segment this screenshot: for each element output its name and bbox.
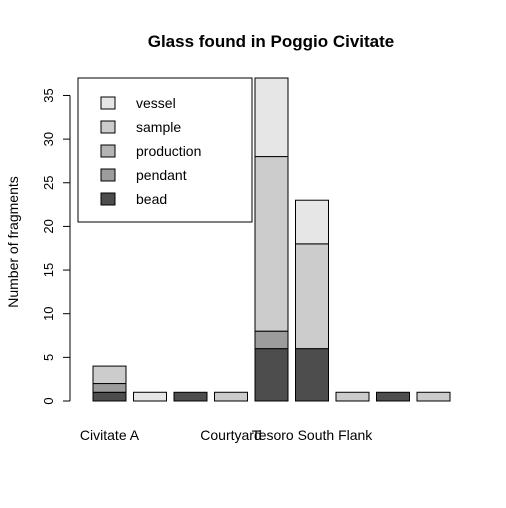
chart-title: Glass found in Poggio Civitate [148, 32, 395, 51]
legend-label-sample: sample [136, 119, 181, 135]
legend: vessel sample production pendant bead [77, 77, 253, 223]
bar-segment-sample [295, 243, 329, 350]
bar-segment-vessel [295, 199, 329, 245]
y-axis: 0 5 10 15 20 25 30 35 [41, 88, 71, 405]
bar-segment-sample [335, 391, 370, 402]
legend-label-vessel: vessel [136, 95, 176, 111]
bar-segment-vessel [133, 391, 167, 402]
y-axis-label: Number of fragments [5, 176, 21, 308]
legend-swatch-bead [100, 192, 116, 206]
bar-segment-pendant [254, 330, 289, 350]
bar-segment-vessel [254, 77, 289, 158]
bar-segment-sample [214, 391, 248, 402]
bar-stacks [92, 77, 451, 402]
y-tick-label: 15 [41, 263, 56, 277]
bar-segment-sample [254, 156, 289, 332]
y-tick-label: 10 [41, 306, 56, 320]
legend-swatch-pendant [100, 168, 116, 182]
y-tick-label: 30 [41, 132, 56, 146]
bar-segment-sample [92, 365, 127, 385]
legend-label-production: production [136, 143, 201, 159]
legend-swatch-production [100, 144, 116, 158]
y-tick-label: 0 [41, 397, 56, 404]
bar-segment-sample [416, 391, 451, 402]
legend-label-pendant: pendant [136, 167, 187, 183]
bar-segment-pendant [92, 383, 127, 393]
y-tick-label: 5 [41, 354, 56, 361]
legend-label-bead: bead [136, 191, 167, 207]
x-tick-label: Tesoro South Flank [252, 427, 374, 443]
y-tick-label: 20 [41, 219, 56, 233]
bar-segment-bead [295, 348, 329, 402]
y-tick-label: 35 [41, 88, 56, 102]
legend-swatch-sample [100, 120, 116, 134]
bar-segment-bead [254, 348, 289, 402]
x-tick-label: Courtyard [200, 427, 261, 443]
legend-swatch-vessel [100, 96, 116, 110]
bar-segment-bead [173, 391, 208, 402]
bar-segment-bead [376, 391, 410, 402]
bar-segment-bead [92, 391, 127, 402]
x-tick-label: Civitate A [80, 427, 140, 443]
y-tick-label: 25 [41, 176, 56, 190]
